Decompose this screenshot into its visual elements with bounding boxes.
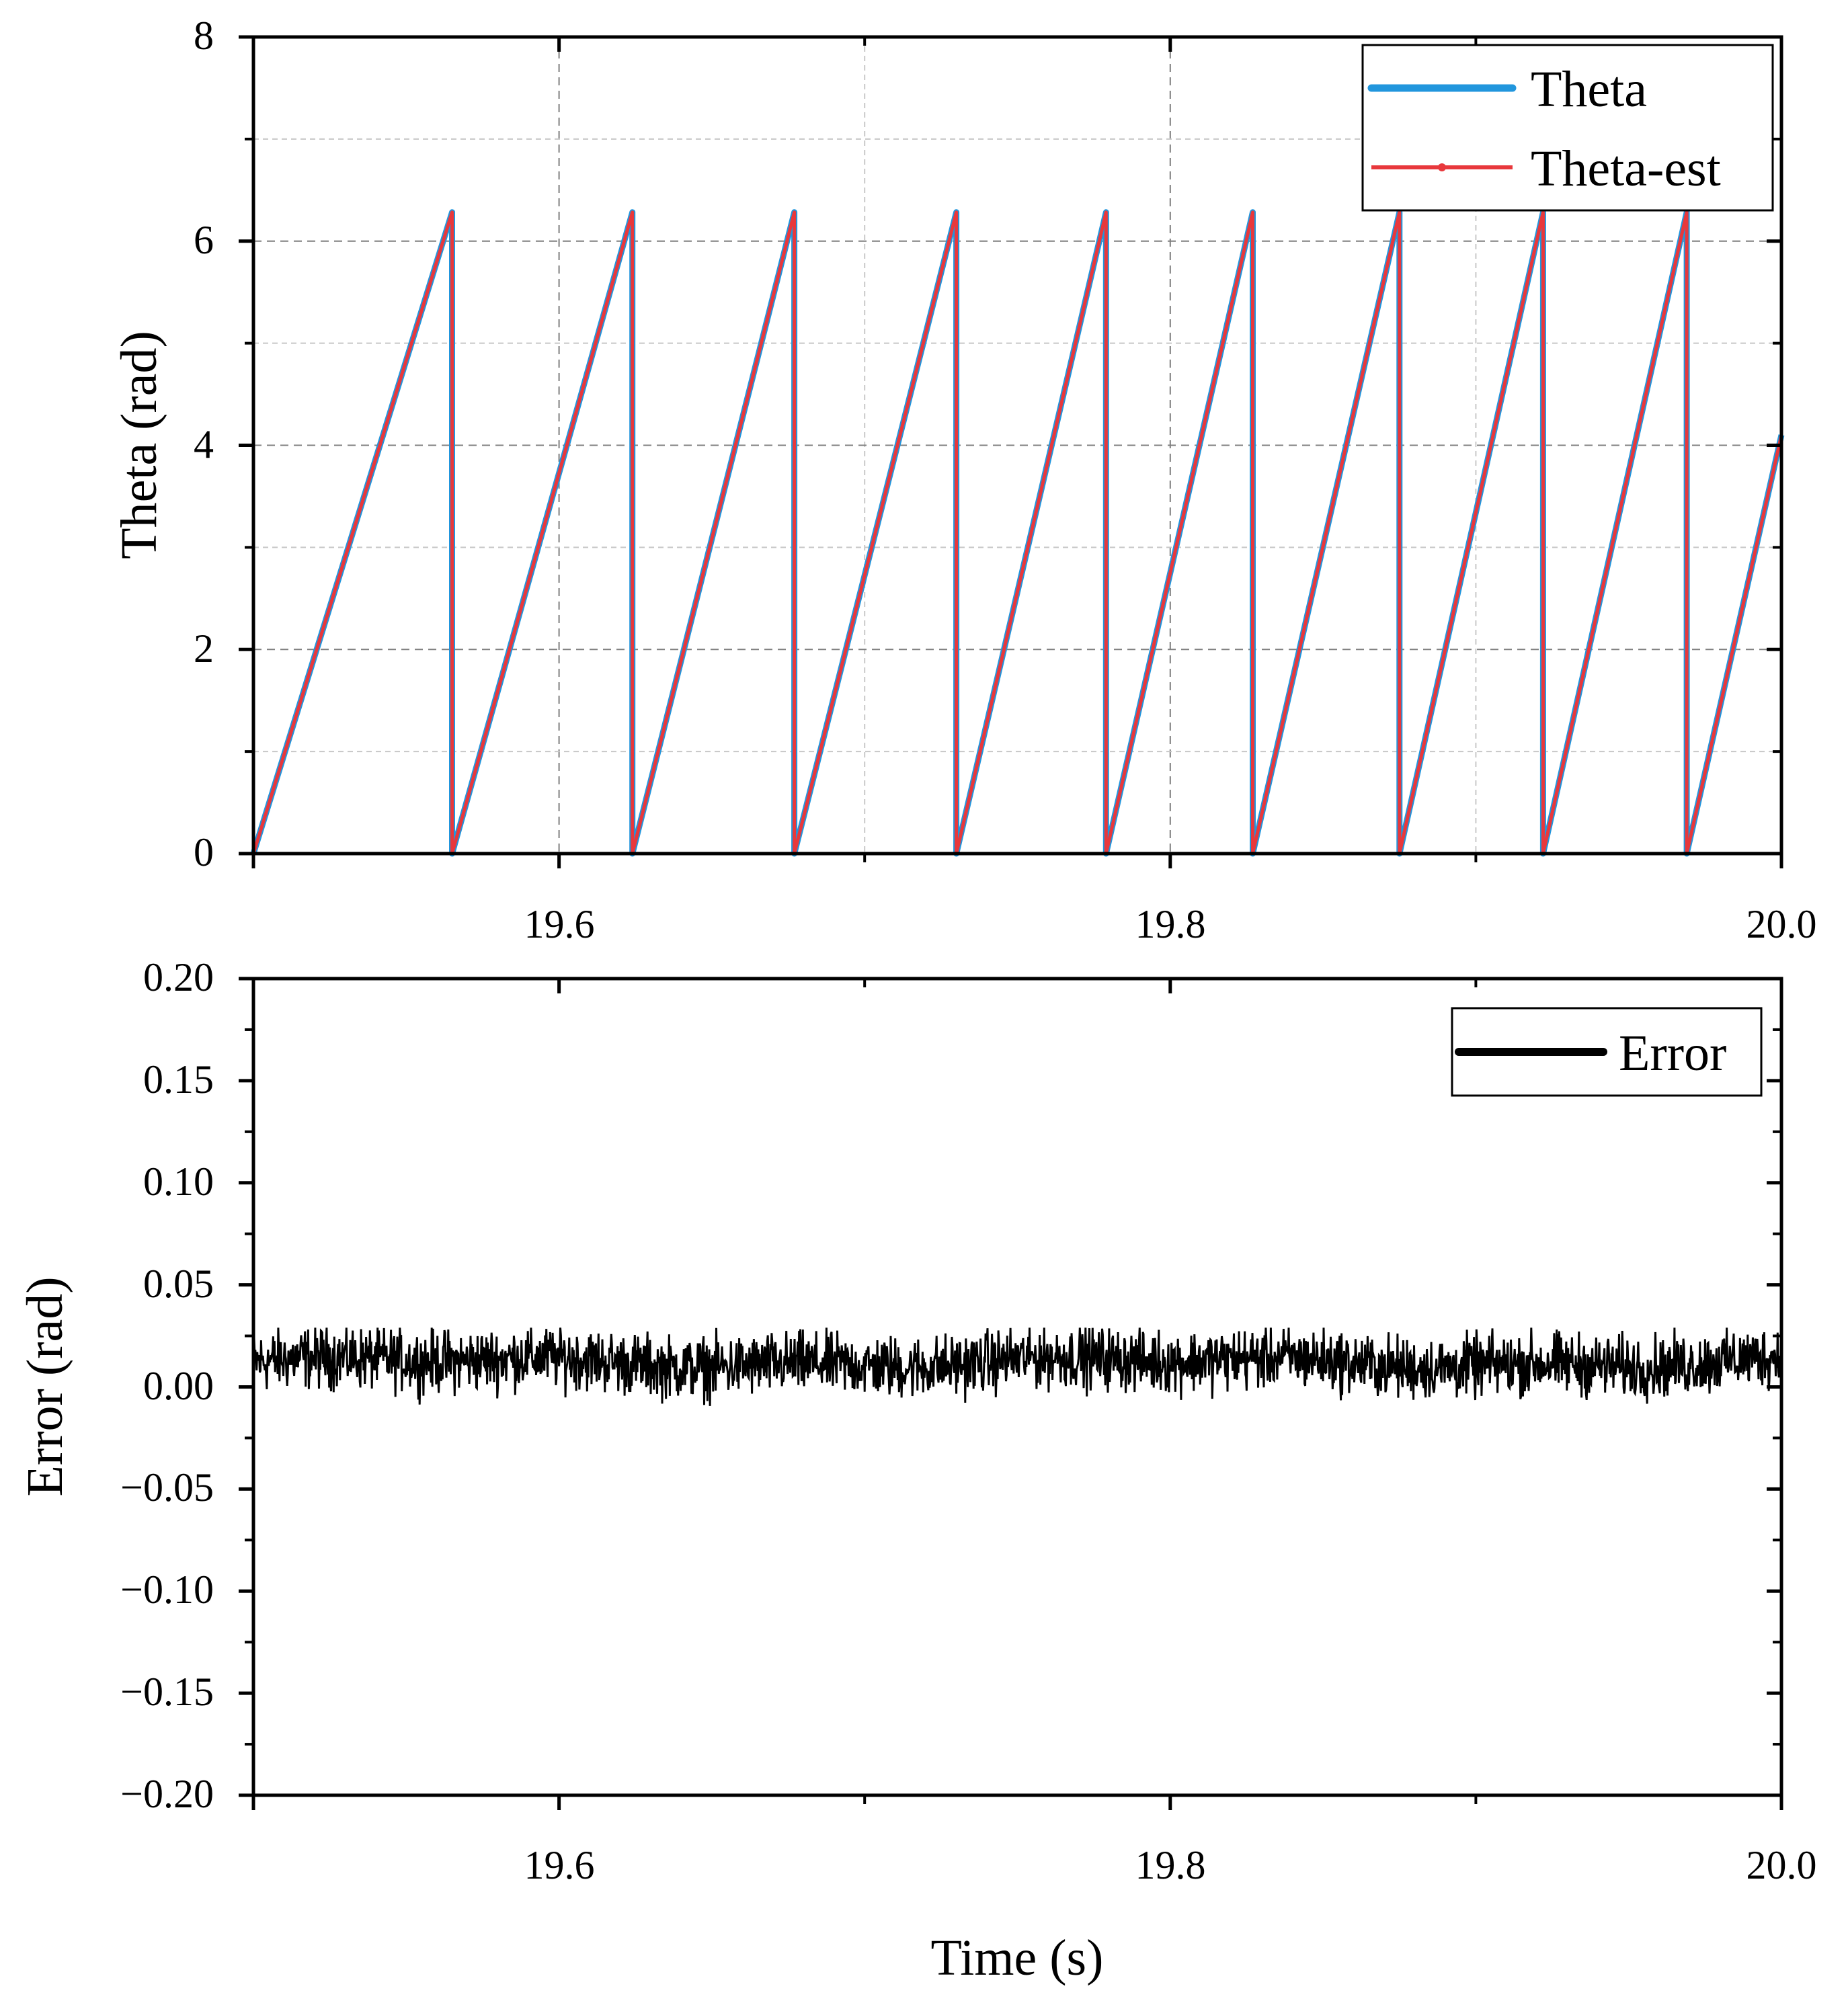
theta-est-series-line bbox=[251, 210, 1783, 856]
error-xtick-label: 19.6 bbox=[524, 1843, 595, 1887]
legend-theta-label: Theta bbox=[1531, 61, 1647, 118]
theta-panel: 0 2 4 6 8 19.6 19.8 20.0 Theta (rad) The… bbox=[111, 13, 1817, 946]
error-ticks bbox=[239, 977, 1783, 1810]
error-ytick-label: 0.20 bbox=[143, 955, 214, 999]
error-xtick-label: 19.8 bbox=[1135, 1843, 1206, 1887]
theta-xtick-label: 20.0 bbox=[1746, 902, 1817, 946]
theta-ytick-label: 0 bbox=[194, 830, 214, 874]
error-series-line bbox=[252, 1327, 1783, 1406]
theta-ytick-label: 2 bbox=[194, 626, 214, 671]
error-legend: Error bbox=[1451, 1007, 1763, 1097]
error-series-group bbox=[252, 1327, 1783, 1406]
error-ytick-label: −0.10 bbox=[120, 1567, 214, 1612]
theta-ytick-label: 6 bbox=[194, 218, 214, 262]
error-ytick-label: 0.00 bbox=[143, 1364, 214, 1408]
theta-ytick-label: 4 bbox=[194, 422, 214, 466]
legend-theta-est-label: Theta-est bbox=[1531, 140, 1721, 197]
theta-grid bbox=[253, 37, 1781, 854]
error-xtick-label: 20.0 bbox=[1746, 1843, 1817, 1887]
theta-series-group bbox=[250, 209, 1785, 857]
theta-xtick-label: 19.8 bbox=[1135, 902, 1206, 946]
error-ytick-label: −0.15 bbox=[120, 1670, 214, 1714]
error-xlabel: Time (s) bbox=[931, 1930, 1104, 1986]
theta-legend-box bbox=[1361, 44, 1774, 212]
theta-ytick-label: 8 bbox=[194, 13, 214, 58]
legend-error-label: Error bbox=[1619, 1025, 1726, 1081]
theta-ylabel: Theta (rad) bbox=[111, 331, 167, 559]
theta-xtick-label: 19.6 bbox=[524, 902, 595, 946]
error-ytick-label: −0.05 bbox=[120, 1465, 214, 1510]
theta-ticks bbox=[239, 35, 1783, 868]
error-ytick-label: −0.20 bbox=[120, 1772, 214, 1816]
error-ylabel: Error (rad) bbox=[17, 1276, 73, 1496]
error-ytick-label: 0.15 bbox=[143, 1057, 214, 1102]
error-ytick-label: 0.05 bbox=[143, 1262, 214, 1306]
legend-theta-est-marker bbox=[1438, 163, 1446, 171]
error-ytick-label: 0.10 bbox=[143, 1159, 214, 1204]
theta-legend: Theta Theta-est bbox=[1361, 44, 1774, 212]
error-panel: 0.20 0.15 0.10 0.05 0.00 −0.05 −0.10 −0.… bbox=[17, 955, 1817, 1986]
